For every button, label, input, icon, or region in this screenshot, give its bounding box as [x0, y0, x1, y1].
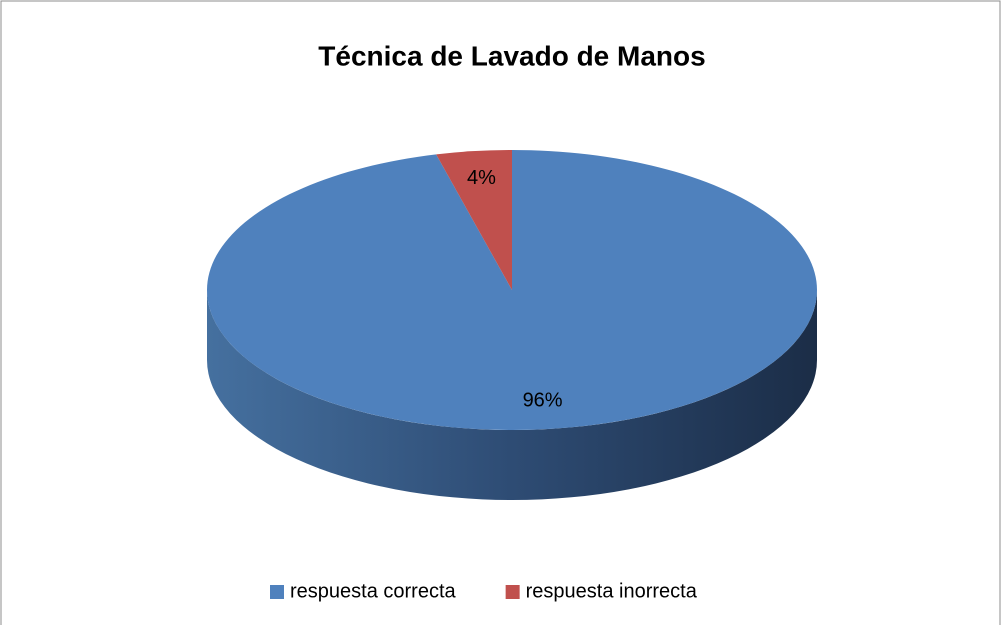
legend-label: respuesta correcta	[290, 580, 457, 602]
data-label: 96%	[523, 389, 563, 411]
data-label: 4%	[467, 167, 496, 189]
pie-slice	[436, 150, 512, 290]
pie-slice	[207, 150, 818, 430]
chart-title: Técnica de Lavado de Manos	[318, 40, 705, 71]
pie-side	[207, 290, 817, 500]
legend-swatch	[505, 585, 520, 599]
legend-label: respuesta inorrecta	[526, 580, 698, 602]
legend-swatch	[270, 585, 284, 599]
